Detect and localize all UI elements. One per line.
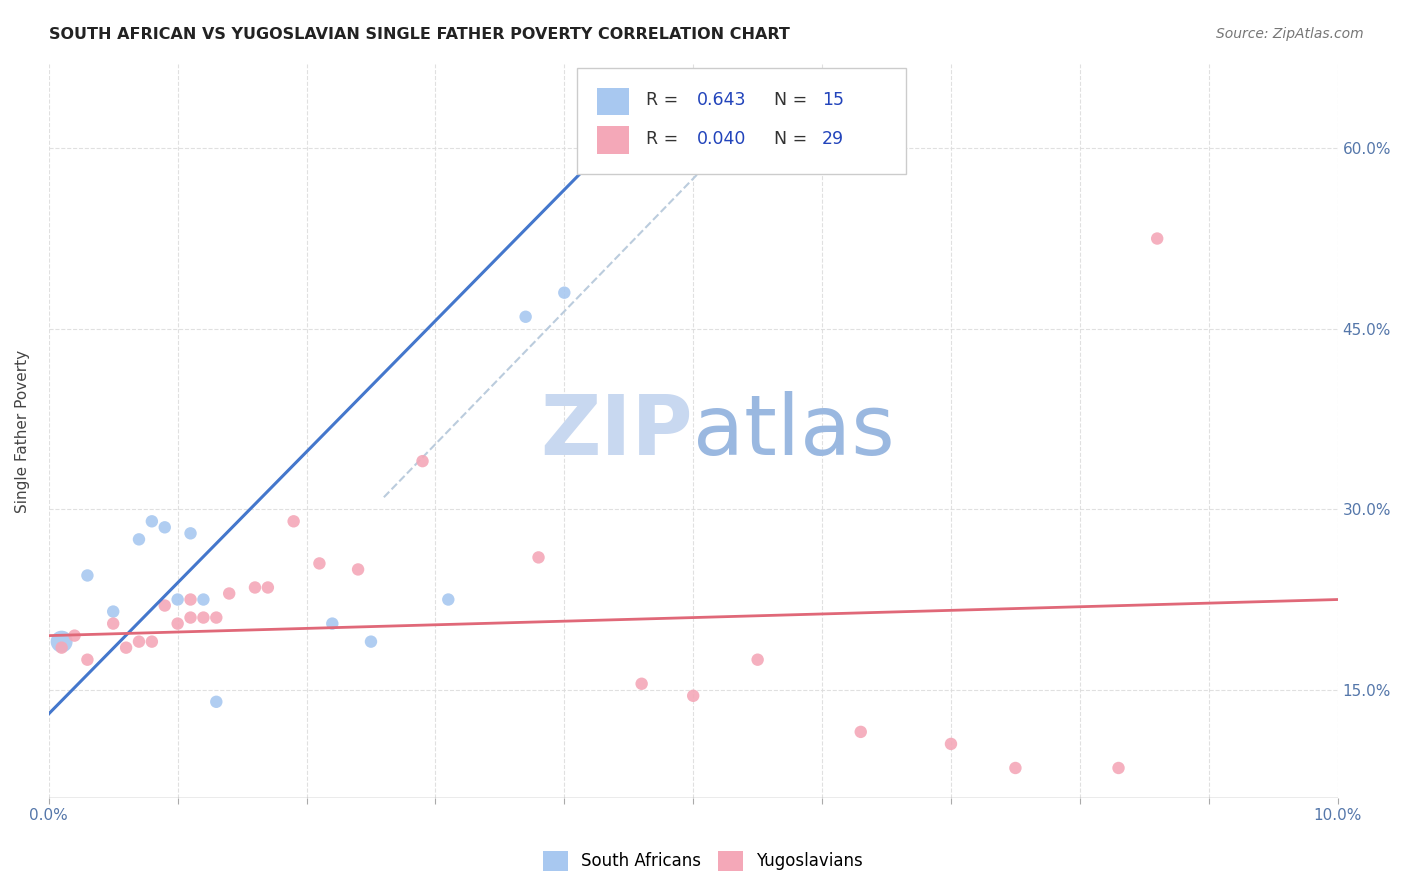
Point bbox=[166, 592, 188, 607]
Point bbox=[180, 526, 202, 541]
Point bbox=[747, 653, 769, 667]
Point bbox=[153, 520, 176, 534]
Text: ZIP: ZIP bbox=[541, 391, 693, 472]
Point bbox=[103, 616, 125, 631]
Text: R =: R = bbox=[645, 91, 683, 109]
Point bbox=[141, 634, 163, 648]
Point bbox=[51, 634, 73, 648]
Point bbox=[193, 592, 215, 607]
Point bbox=[283, 514, 305, 528]
Point bbox=[553, 285, 575, 300]
Point bbox=[193, 610, 215, 624]
Point bbox=[205, 695, 228, 709]
Y-axis label: Single Father Poverty: Single Father Poverty bbox=[15, 350, 30, 513]
Point bbox=[527, 550, 550, 565]
Point bbox=[1108, 761, 1130, 775]
Point bbox=[180, 592, 202, 607]
Point bbox=[76, 653, 98, 667]
Text: Source: ZipAtlas.com: Source: ZipAtlas.com bbox=[1216, 27, 1364, 41]
FancyBboxPatch shape bbox=[596, 127, 628, 154]
Text: atlas: atlas bbox=[693, 391, 896, 472]
Point bbox=[412, 454, 434, 468]
Point bbox=[308, 557, 330, 571]
Point bbox=[63, 629, 86, 643]
Point bbox=[437, 592, 460, 607]
Point bbox=[128, 634, 150, 648]
Text: 29: 29 bbox=[823, 130, 844, 148]
Point bbox=[682, 689, 704, 703]
Point bbox=[515, 310, 537, 324]
Text: 15: 15 bbox=[823, 91, 844, 109]
Point bbox=[1146, 231, 1168, 245]
FancyBboxPatch shape bbox=[578, 68, 905, 174]
Point bbox=[321, 616, 343, 631]
Point bbox=[128, 533, 150, 547]
Point bbox=[1004, 761, 1026, 775]
Point bbox=[205, 610, 228, 624]
Legend: South Africans, Yugoslavians: South Africans, Yugoslavians bbox=[534, 842, 872, 880]
FancyBboxPatch shape bbox=[596, 87, 628, 115]
Point bbox=[849, 724, 872, 739]
Text: 0.643: 0.643 bbox=[697, 91, 747, 109]
Text: SOUTH AFRICAN VS YUGOSLAVIAN SINGLE FATHER POVERTY CORRELATION CHART: SOUTH AFRICAN VS YUGOSLAVIAN SINGLE FATH… bbox=[49, 27, 790, 42]
Point bbox=[347, 562, 370, 576]
Point bbox=[103, 605, 125, 619]
Point bbox=[630, 677, 652, 691]
Text: 0.040: 0.040 bbox=[697, 130, 747, 148]
Point bbox=[153, 599, 176, 613]
Point bbox=[141, 514, 163, 528]
Point bbox=[51, 640, 73, 655]
Point bbox=[243, 581, 266, 595]
Point bbox=[166, 616, 188, 631]
Text: N =: N = bbox=[775, 130, 813, 148]
Point bbox=[360, 634, 382, 648]
Point bbox=[939, 737, 962, 751]
Text: N =: N = bbox=[775, 91, 813, 109]
Point bbox=[218, 586, 240, 600]
Point bbox=[257, 581, 280, 595]
Point bbox=[180, 610, 202, 624]
Point bbox=[76, 568, 98, 582]
Text: R =: R = bbox=[645, 130, 683, 148]
Point bbox=[115, 640, 138, 655]
